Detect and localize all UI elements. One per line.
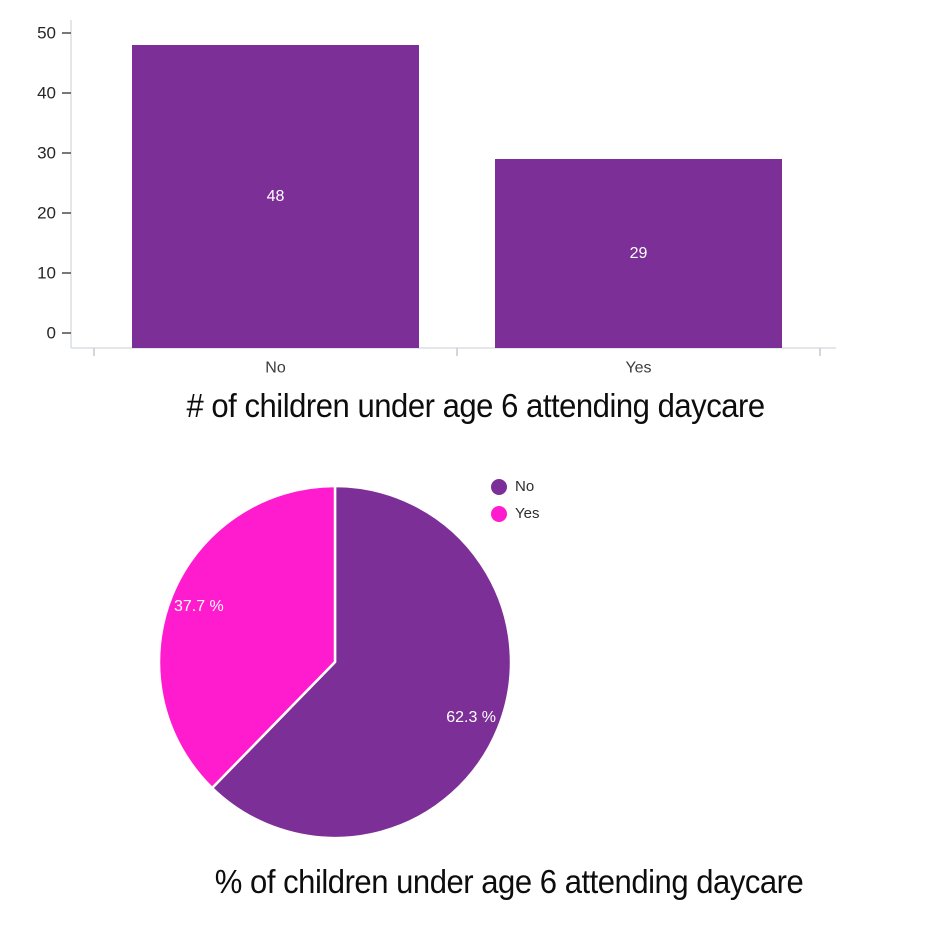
legend-label-yes: Yes (515, 505, 540, 522)
pie-chart-title: % of children under age 6 attending dayc… (0, 862, 929, 902)
bar-no[interactable] (132, 45, 419, 348)
bar-yes[interactable] (495, 159, 782, 348)
y-axis-tick-label: 50 (37, 24, 56, 43)
legend-dot-yes-icon (491, 505, 507, 522)
y-axis-tick-label: 20 (37, 204, 56, 223)
legend-label-no: No (515, 478, 535, 495)
bar-value-label-yes: 29 (630, 245, 648, 262)
pie-chart-title-text: % of children under age 6 attending dayc… (215, 863, 804, 900)
legend-item-no[interactable]: No (491, 478, 539, 495)
x-category-label-yes: Yes (625, 360, 651, 377)
pie-slice-label-yes: 37.7 % (174, 598, 224, 615)
y-axis-tick-label: 0 (47, 324, 56, 343)
pie-slice-no[interactable] (210, 484, 513, 840)
y-axis-tick-label: 30 (37, 144, 56, 163)
bar-chart-title: # of children under age 6 attending dayc… (0, 386, 929, 426)
x-category-label-no: No (265, 360, 286, 377)
pie-slice-label-no: 62.3 % (446, 709, 496, 726)
bar-chart: 0 10 20 30 40 50 48 No 29 Yes (37, 20, 836, 377)
legend-item-yes[interactable]: Yes (491, 505, 539, 522)
y-axis-tick-label: 40 (37, 84, 56, 103)
bar-value-label-no: 48 (267, 188, 285, 205)
pie-legend: No Yes (491, 478, 539, 522)
pie-chart: 62.3 % 37.7 % (157, 484, 513, 840)
legend-dot-no-icon (491, 478, 507, 495)
y-axis-tick-label: 10 (37, 264, 56, 283)
bar-chart-title-text: # of children under age 6 attending dayc… (186, 387, 765, 424)
pie-slice-yes[interactable] (157, 484, 337, 790)
